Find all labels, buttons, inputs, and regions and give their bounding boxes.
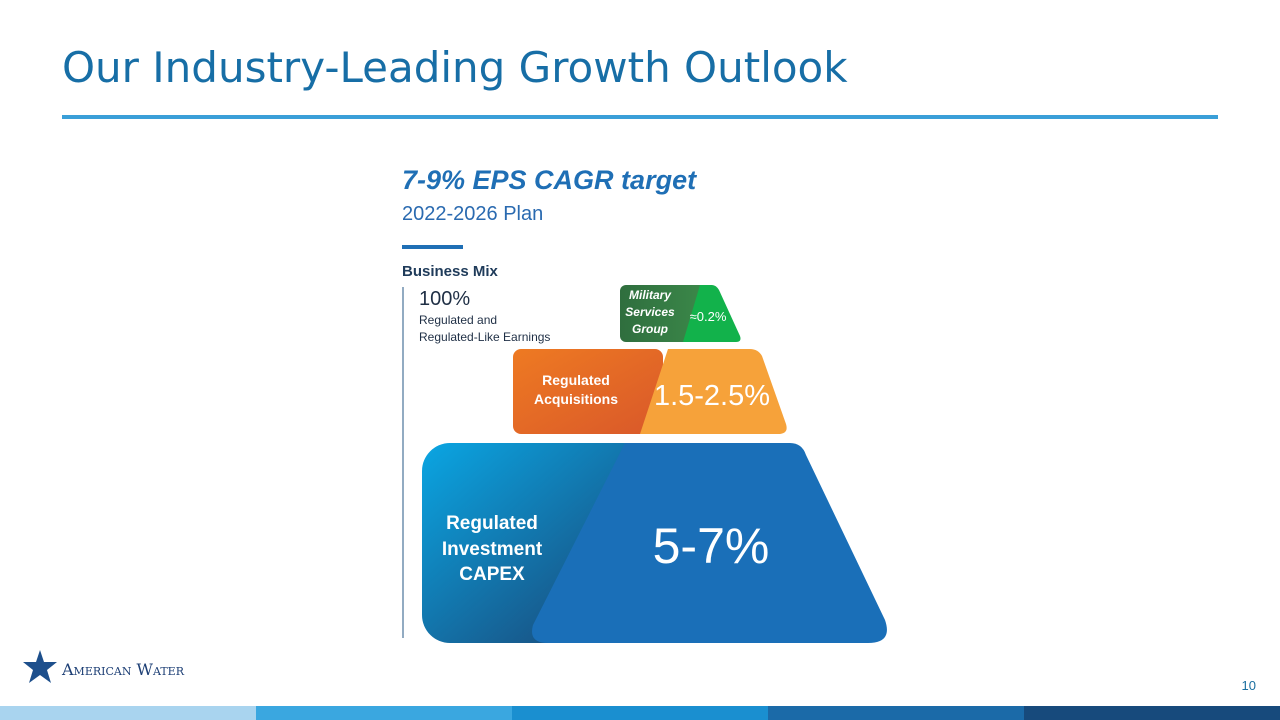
target: 7-9% EPS CAGR target <box>402 165 697 195</box>
accent-bar <box>402 245 463 249</box>
tier-share-shape <box>683 285 741 342</box>
logo-text: American Water <box>61 660 185 679</box>
tier-value: ≈0.2% <box>690 309 727 324</box>
page-number: 10 <box>1242 678 1256 693</box>
footer-band <box>256 706 512 720</box>
tier-label: Regulated <box>542 372 610 388</box>
tier-label: Services <box>625 305 675 319</box>
slide-title: Our Industry-Leading Growth Outlook <box>62 43 848 92</box>
plan: 2022-2026 Plan <box>402 203 543 225</box>
business-mix-label: Business Mix <box>402 263 499 280</box>
mix-description: Regulated-Like Earnings <box>419 330 550 344</box>
tier-label: Investment <box>442 539 543 560</box>
tier-label: Acquisitions <box>534 391 618 407</box>
tier-label: Regulated <box>446 513 538 534</box>
logo-star <box>23 650 57 683</box>
mix-share: 100% <box>419 288 470 310</box>
title-rule <box>62 115 1218 119</box>
tier-label: Group <box>632 322 668 336</box>
tier-value: 5-7% <box>653 518 770 574</box>
footer-band <box>768 706 1024 720</box>
footer-band <box>0 706 256 720</box>
tier-share-shape <box>532 443 887 643</box>
tier-block <box>513 349 663 434</box>
tier-label: Military <box>629 288 672 302</box>
tier-label: CAPEX <box>459 564 525 585</box>
tier-share-shape <box>640 349 787 434</box>
footer-band <box>1024 706 1280 720</box>
footer-band <box>512 706 768 720</box>
tier-value: 1.5-2.5% <box>654 380 770 412</box>
mix-description: Regulated and <box>419 313 497 327</box>
